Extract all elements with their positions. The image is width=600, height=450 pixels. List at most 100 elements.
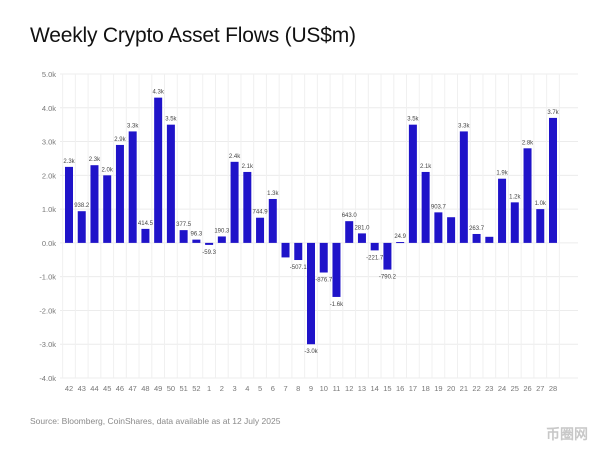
data-label: 3.5k (165, 117, 177, 123)
data-label: 2.3k (63, 159, 75, 165)
bar (332, 242, 341, 297)
bar (179, 230, 188, 243)
bar (115, 144, 124, 243)
bar (536, 209, 545, 243)
x-tick-label: 47 (129, 384, 137, 393)
data-label: 938.2 (74, 203, 90, 209)
x-tick-label: 17 (409, 384, 417, 393)
y-tick-label: -4.0k (39, 374, 56, 383)
y-tick-label: 0.0k (42, 239, 56, 248)
x-tick-label: 13 (358, 384, 366, 393)
bar (421, 171, 430, 243)
x-tick-label: 14 (371, 384, 379, 393)
bar (141, 228, 150, 243)
bar (205, 242, 214, 245)
data-label: -507.1 (290, 265, 308, 271)
bar (268, 198, 277, 243)
bar (408, 124, 417, 243)
x-tick-label: 43 (78, 384, 86, 393)
chart-title: Weekly Crypto Asset Flows (US$m) (30, 24, 356, 47)
x-tick-label: 16 (396, 384, 404, 393)
bar (281, 242, 290, 258)
data-label: 2.9k (114, 137, 126, 143)
data-label: 24.9 (394, 234, 406, 240)
bar (357, 233, 366, 243)
x-tick-label: 52 (192, 384, 200, 393)
data-label: 2.4k (229, 154, 241, 160)
data-label: 190.3 (214, 228, 230, 234)
data-label: 1.0k (535, 201, 547, 207)
data-label: 377.5 (176, 222, 192, 228)
bar (345, 221, 354, 243)
data-label: 96.3 (191, 232, 203, 238)
bar (65, 166, 73, 243)
data-label: 744.9 (253, 210, 269, 216)
data-label: -59.3 (202, 250, 216, 256)
x-tick-label: 19 (434, 384, 442, 393)
x-tick-label: 28 (549, 384, 557, 393)
bar (90, 165, 99, 243)
x-tick-label: 4 (245, 384, 249, 393)
data-label: -221.7 (366, 255, 384, 261)
bar (459, 131, 468, 243)
bar (294, 242, 303, 261)
x-tick-label: 26 (523, 384, 531, 393)
x-tick-label: 51 (179, 384, 187, 393)
data-label: 263.7 (469, 226, 485, 232)
x-tick-label: 6 (271, 384, 275, 393)
data-label: -876.7 (315, 278, 333, 284)
x-tick-label: 46 (116, 384, 124, 393)
y-tick-label: 3.0k (42, 138, 56, 147)
bar (307, 242, 315, 345)
bar (447, 217, 456, 243)
data-label: 2.3k (89, 157, 101, 163)
x-tick-label: 15 (383, 384, 391, 393)
bar (549, 117, 557, 243)
data-label: 2.0k (102, 167, 114, 173)
x-tick-label: 18 (421, 384, 429, 393)
x-tick-label: 3 (232, 384, 236, 393)
bar (370, 242, 379, 251)
data-label: 1.2k (509, 194, 521, 200)
bar (192, 239, 201, 243)
bar (166, 124, 175, 243)
bar (243, 171, 252, 243)
data-label: 3.3k (458, 123, 470, 129)
x-tick-label: 10 (320, 384, 328, 393)
x-tick-label: 44 (90, 384, 98, 393)
data-label: -1.6k (330, 302, 344, 308)
bar (217, 236, 226, 243)
x-tick-label: 8 (296, 384, 300, 393)
y-tick-label: 1.0k (42, 205, 56, 214)
x-tick-label: 50 (167, 384, 175, 393)
bar (434, 212, 443, 243)
data-label: 2.1k (420, 164, 432, 170)
x-tick-label: 42 (65, 384, 73, 393)
bar (103, 175, 112, 243)
bar (319, 242, 328, 273)
data-label: 903.7 (431, 204, 447, 210)
data-label: 2.1k (242, 164, 254, 170)
x-tick-label: 9 (309, 384, 313, 393)
data-label: 3.3k (127, 123, 139, 129)
x-tick-label: 49 (154, 384, 162, 393)
data-label: 3.7k (547, 110, 559, 116)
x-tick-label: 1 (207, 384, 211, 393)
bar (128, 131, 137, 243)
x-tick-label: 48 (141, 384, 149, 393)
bar (485, 236, 494, 243)
data-label: 643.0 (342, 213, 358, 219)
bar (396, 242, 405, 244)
y-tick-label: 2.0k (42, 171, 56, 180)
x-tick-label: 2 (220, 384, 224, 393)
x-tick-label: 22 (472, 384, 480, 393)
x-tick-label: 45 (103, 384, 111, 393)
x-tick-label: 11 (333, 384, 341, 393)
bar (472, 233, 481, 243)
x-tick-label: 5 (258, 384, 262, 393)
data-label: 2.8k (522, 140, 534, 146)
x-tick-label: 23 (485, 384, 493, 393)
y-tick-label: 5.0k (42, 70, 56, 79)
